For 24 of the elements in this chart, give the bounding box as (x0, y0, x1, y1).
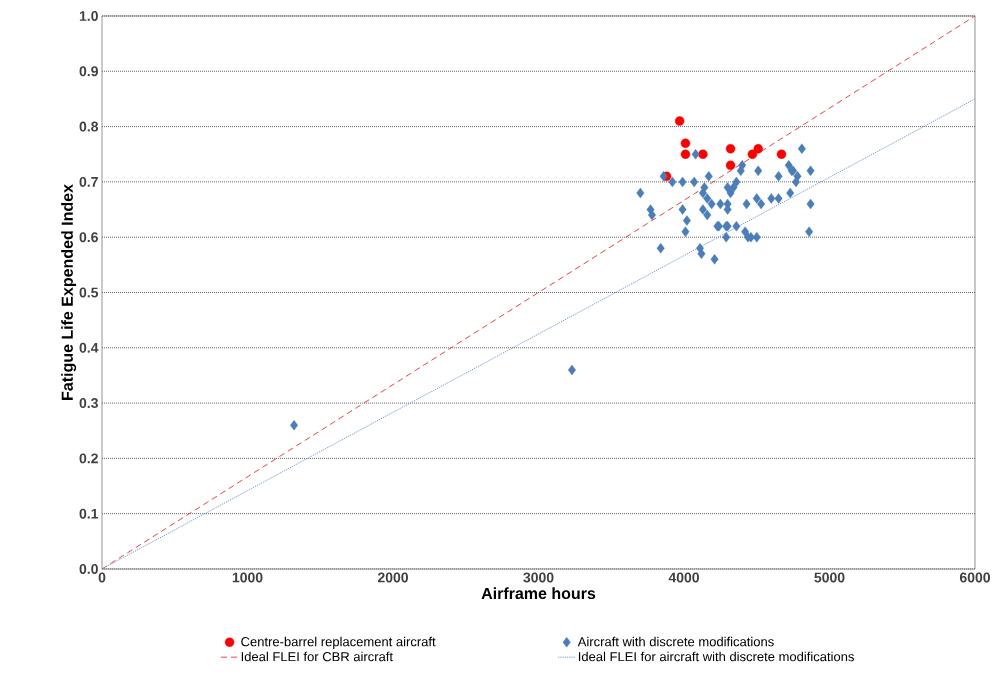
x-tick-label: 6000 (959, 572, 990, 583)
y-tick-label: 0.5 (79, 287, 99, 298)
legend-label: Centre-barrel replacement aircraft (241, 636, 436, 649)
legend-label: Ideal FLEI for CBR aircraft (241, 651, 393, 662)
y-tick-label: 0.1 (79, 508, 99, 519)
x-tick-label: 4000 (668, 572, 699, 583)
y-tick-label: 0.7 (79, 176, 98, 187)
y-tick-label: 1.0 (79, 11, 98, 21)
x-tick-label: 1000 (232, 572, 263, 583)
y-axis-title: Fatigue Life Expended Index (61, 184, 77, 400)
y-tick-label: 0.0 (79, 564, 98, 574)
x-tick-label: 3000 (523, 572, 554, 583)
x-tick-label: 2000 (377, 572, 408, 583)
x-tick-label: 5000 (814, 572, 845, 583)
y-tick-label: 0.8 (79, 121, 99, 132)
legend-label: Ideal FLEI for aircraft with discrete modifications (578, 651, 854, 662)
x-axis-title: Airframe hours (481, 587, 596, 600)
y-tick-label: 0.2 (79, 453, 98, 464)
y-tick-label: 0.6 (79, 232, 98, 243)
y-tick-label: 0.9 (79, 66, 98, 77)
y-tick-label: 0.3 (79, 398, 98, 409)
x-tick-label: 0 (98, 572, 106, 583)
y-tick-label: 0.4 (79, 342, 99, 353)
legend-label: Aircraft with discrete modifications (577, 636, 774, 647)
